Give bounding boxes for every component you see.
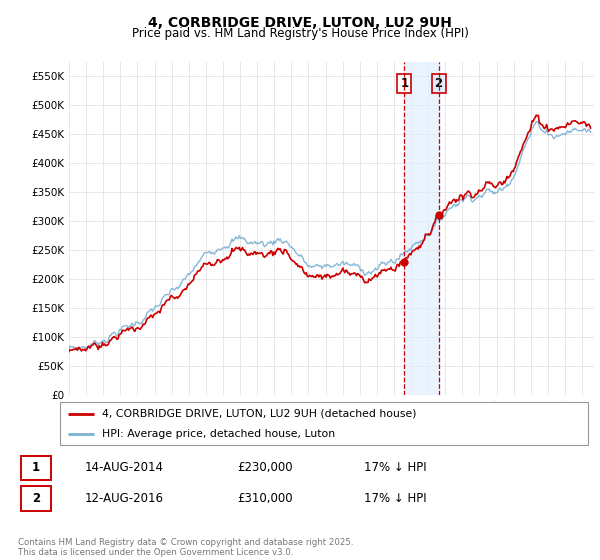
FancyBboxPatch shape bbox=[60, 402, 588, 445]
Bar bbox=[404, 62, 439, 395]
FancyBboxPatch shape bbox=[21, 455, 51, 480]
FancyBboxPatch shape bbox=[21, 487, 51, 511]
Text: 17% ↓ HPI: 17% ↓ HPI bbox=[364, 461, 426, 474]
Text: 2: 2 bbox=[32, 492, 40, 505]
Text: £310,000: £310,000 bbox=[237, 492, 293, 505]
Text: Price paid vs. HM Land Registry's House Price Index (HPI): Price paid vs. HM Land Registry's House … bbox=[131, 27, 469, 40]
Text: 4, CORBRIDGE DRIVE, LUTON, LU2 9UH: 4, CORBRIDGE DRIVE, LUTON, LU2 9UH bbox=[148, 16, 452, 30]
Text: 2: 2 bbox=[434, 77, 443, 90]
Text: 12-AUG-2016: 12-AUG-2016 bbox=[84, 492, 163, 505]
Text: 1: 1 bbox=[400, 77, 409, 90]
Text: Contains HM Land Registry data © Crown copyright and database right 2025.
This d: Contains HM Land Registry data © Crown c… bbox=[18, 538, 353, 557]
Text: HPI: Average price, detached house, Luton: HPI: Average price, detached house, Luto… bbox=[102, 430, 335, 439]
Text: 1: 1 bbox=[32, 461, 40, 474]
Text: 4, CORBRIDGE DRIVE, LUTON, LU2 9UH (detached house): 4, CORBRIDGE DRIVE, LUTON, LU2 9UH (deta… bbox=[102, 409, 417, 419]
Text: 17% ↓ HPI: 17% ↓ HPI bbox=[364, 492, 426, 505]
Text: £230,000: £230,000 bbox=[237, 461, 293, 474]
Text: 14-AUG-2014: 14-AUG-2014 bbox=[84, 461, 163, 474]
